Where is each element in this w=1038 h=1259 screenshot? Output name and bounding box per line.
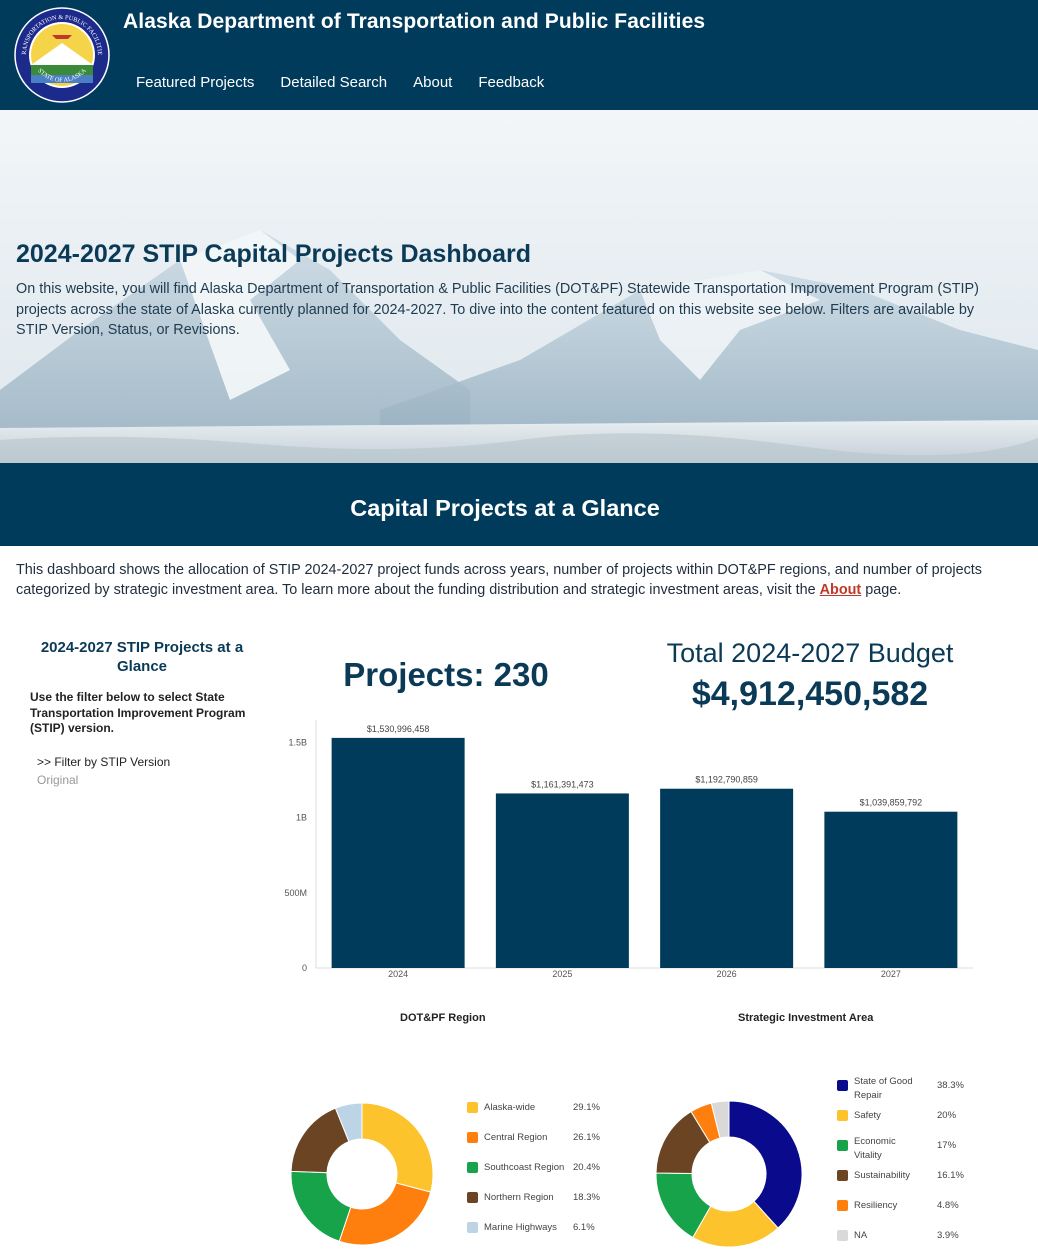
legend-percent: 3.9% [937,1230,959,1241]
bar-value-label: $1,192,790,859 [695,775,758,785]
legend-percent: 4.8% [937,1200,959,1211]
legend-swatch [837,1110,848,1121]
legend-label: State of Good Repair [854,1076,913,1101]
legend-swatch [837,1170,848,1181]
slice-resiliency[interactable] [690,1102,721,1144]
slice-na[interactable] [710,1100,730,1139]
sidebar-note: Use the filter below to select State Tra… [30,690,246,735]
legend-label: Alaska-wide [484,1102,536,1113]
mountain-backdrop-image [0,230,1038,463]
y-tick-label: 500M [284,888,307,898]
projects-count: Projects: 230 [343,656,549,693]
about-link[interactable]: About [819,582,862,598]
legend-swatch [837,1230,848,1241]
legend-swatch [467,1222,478,1233]
y-tick-label: 1.5B [288,738,307,748]
stip-version-value[interactable]: Original [37,773,79,787]
slice-economic-vitality[interactable] [655,1172,712,1239]
region-chart-title: DOT&PF Region [400,1012,486,1024]
x-tick-label: 2026 [717,969,737,979]
slice-safety[interactable] [692,1200,779,1248]
intro-text-after: page. [861,582,902,598]
legend-swatch [837,1080,848,1091]
legend-percent: 29.1% [573,1102,600,1113]
bar-2027[interactable] [824,811,958,968]
legend-swatch [837,1140,848,1151]
legend-label: Sustainability [854,1170,910,1181]
slice-southcoast-region[interactable] [290,1170,352,1242]
legend-percent: 16.1% [937,1170,964,1181]
budget-value: $4,912,450,582 [691,675,929,713]
legend-label: Northern Region [484,1192,554,1203]
investment-chart-title: Strategic Investment Area [738,1012,874,1024]
glance-intro: This dashboard shows the allocation of S… [16,560,1016,600]
legend-percent: 38.3% [937,1080,964,1091]
region-legend: Alaska-wide 29.1% Central Region 26.1% South… [467,1101,617,1241]
legend-swatch [467,1102,478,1113]
slice-alaska-wide[interactable] [361,1102,434,1193]
bar-value-label: $1,161,391,473 [531,779,594,789]
legend-swatch [467,1132,478,1143]
nav-feedback[interactable]: Feedback [478,74,545,91]
glance-banner: Capital Projects at a Glance [0,463,1038,546]
bar-2026[interactable] [660,788,794,968]
legend-label: Safety [854,1110,881,1121]
slice-marine-highways[interactable] [334,1102,363,1143]
legend-label: Resiliency [854,1200,898,1211]
dashboard-title: 2024-2027 STIP Capital Projects Dashboar… [16,240,532,268]
x-tick-label: 2025 [552,969,572,979]
legend-percent: 20% [937,1110,957,1121]
slice-central-region[interactable] [338,1182,432,1246]
main-nav: Featured Projects Detailed Search About … [136,74,570,91]
investment-legend: State of Good Repair 38.3% Safety 20% Econom… [837,1076,977,1259]
legend-percent: 18.3% [573,1192,600,1203]
dashboard-description: On this website, you will find Alaska De… [16,281,979,338]
bar-2025[interactable] [495,793,629,968]
legend-swatch [467,1162,478,1173]
budget-label: Total 2024-2027 Budget [666,638,954,668]
y-tick-label: 0 [302,963,307,973]
x-tick-label: 2024 [388,969,408,979]
nav-about[interactable]: About [413,74,453,91]
bar-2024[interactable] [331,737,465,968]
bar-value-label: $1,530,996,458 [367,724,430,734]
x-tick-label: 2027 [881,969,901,979]
legend-percent: 6.1% [573,1222,595,1233]
legend-swatch [837,1200,848,1211]
intro-text-before: This dashboard shows the allocation of S… [16,562,982,598]
legend-percent: 20.4% [573,1162,600,1173]
slice-sustainability[interactable] [655,1110,711,1174]
slice-state-of-good-repair[interactable] [728,1100,803,1229]
glance-title: Capital Projects at a Glance [350,495,660,521]
legend-label: Marine Highways [484,1222,557,1233]
legend-percent: 26.1% [573,1132,600,1143]
bar-value-label: $1,039,859,792 [860,798,923,808]
sidebar-title: 2024-2027 STIP Projects at a Glance [40,639,244,675]
legend-percent: 17% [937,1140,957,1151]
nav-featured-projects[interactable]: Featured Projects [136,74,255,91]
nav-detailed-search[interactable]: Detailed Search [280,74,388,91]
y-tick-label: 1B [296,813,307,823]
stip-version-filter[interactable]: >> Filter by STIP Version [37,755,171,769]
slice-northern-region[interactable] [290,1107,350,1174]
hero-banner: 2024-2027 STIP Capital Projects Dashboar… [0,110,1038,463]
legend-label: NA [854,1230,868,1241]
legend-label: Central Region [484,1132,548,1143]
legend-swatch [467,1192,478,1203]
legend-label: Southcoast Region [484,1162,565,1173]
site-title: Alaska Department of Transportation and … [123,10,706,33]
legend-label: Economic Vitality [854,1136,896,1161]
